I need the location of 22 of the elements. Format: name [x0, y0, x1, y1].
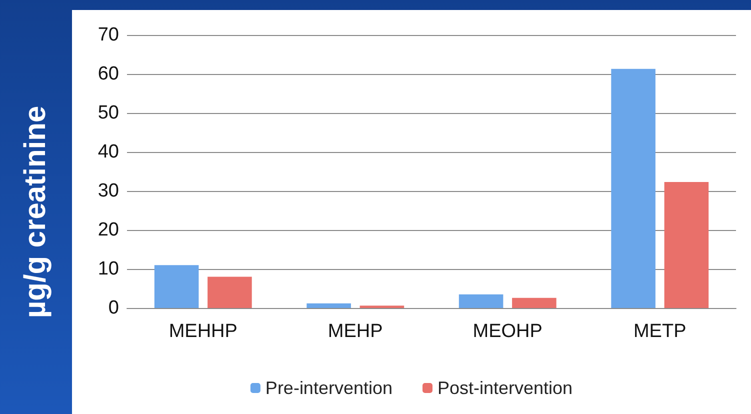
y-tick-label: 10 [98, 258, 119, 280]
y-tick-label: 70 [98, 24, 119, 46]
y-tick-label: 50 [98, 102, 119, 124]
legend-label: Pre-intervention [265, 378, 393, 398]
x-tick-label: MEHP [328, 321, 383, 342]
y-tick-label: 0 [108, 298, 119, 318]
y-tick-label: 30 [98, 180, 119, 202]
bar [611, 68, 656, 308]
bar [208, 276, 252, 308]
x-tick-label: MEOHP [472, 321, 542, 342]
bar [512, 298, 556, 308]
y-tick-label: 40 [98, 142, 119, 162]
x-tick-label: MEHHP [168, 321, 238, 342]
bar [458, 294, 504, 308]
legend-label: Post-intervention [437, 378, 573, 398]
y-axis-title: µg/g creatinine [19, 106, 53, 318]
y-tick-label: 60 [98, 64, 119, 84]
bar [154, 265, 199, 308]
bar [306, 303, 351, 308]
x-tick-label: METP [633, 321, 686, 342]
y-tick-label: 20 [98, 220, 119, 240]
bar [664, 182, 709, 308]
